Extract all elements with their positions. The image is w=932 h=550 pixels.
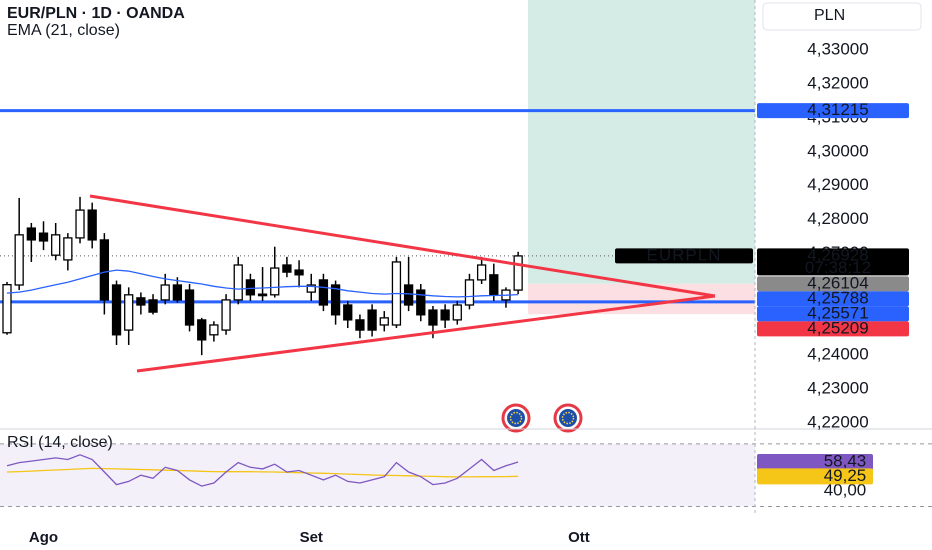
y-tick-label: 4,32000 [807,74,868,93]
rsi-ma-line [6,467,519,478]
candle-body [245,279,256,296]
candle-body [184,289,195,326]
candle-body [367,309,377,331]
candle-body [330,284,341,316]
candle-body [476,264,487,281]
candle-body [2,284,12,334]
candle-body [513,255,523,291]
rsi-line [6,454,519,487]
candle-body [26,227,36,241]
candle-body [403,284,414,306]
candle-body [464,279,475,306]
candle-body [318,279,329,306]
y-tick-label: 4,28000 [807,209,868,228]
position-profit-zone [528,0,755,284]
chart-title: EUR/PLN · 1D · OANDA [7,5,185,22]
event-icon-stars [509,411,523,425]
x-tick-label: Ott [568,529,590,546]
y-tick-label: 4,24000 [807,345,868,364]
candle-body [428,309,438,326]
candle-body [294,269,304,276]
candle-body [38,232,49,242]
rsi-value-label: 58,43 [824,451,867,470]
candle-body [233,264,243,301]
price-badge-label: 4,25209 [807,318,868,337]
price-badge-label: 4,31215 [807,100,868,119]
candle-body [355,319,365,331]
position-layer [528,0,755,315]
symbol-label: EURPLN [647,245,722,264]
candle-body [172,284,183,301]
candle-body [440,309,450,321]
candle-body [14,234,24,286]
price-badge-label: 4,25571 [807,303,868,322]
triangle-lower-line [136,294,716,373]
candle-body [416,289,426,316]
candle-body [124,294,134,331]
marks-layer [0,109,932,507]
price-badge-label: 4,26928 [807,245,868,264]
price-badge [757,248,909,276]
triangle-upper-line [89,194,716,298]
y-tick-label: 4,33000 [807,40,868,59]
countdown-label: 07:38:12 [805,258,871,277]
candle-body [306,284,316,293]
candle-body [197,319,207,341]
candle-body [452,304,462,321]
rsi-legend: RSI (14, close) [7,434,113,451]
candle-body [257,293,268,297]
candle-body [270,267,280,296]
rsi-value-badge [757,453,873,470]
symbol-badge [615,248,753,264]
candle-body [75,209,85,239]
y-tick-label: 4,22000 [807,412,868,431]
currency-label[interactable]: PLN [814,7,845,24]
price-badge [757,306,909,322]
price-badge [757,321,909,337]
candle-body [99,239,110,301]
candle-body [221,299,231,331]
event-icon-flag [559,409,577,427]
currency-box[interactable] [762,2,922,31]
position-loss-zone [528,283,755,315]
ema-legend: EMA (21, close) [7,22,120,39]
event-icon-stars [561,411,575,425]
event-icon-flag [507,409,525,427]
x-tick-label: Set [300,529,323,546]
rsi-tick-label: 40,00 [824,480,867,499]
event-icon [553,403,583,433]
candle-body [51,234,61,256]
candle-body [489,274,499,296]
rsi-value-badge [757,468,873,485]
ema-line [6,269,519,298]
candle-body [63,237,73,261]
y-tick-label: 4,23000 [807,379,868,398]
y-tick-label: 4,29000 [807,175,868,194]
y-tick-label: 4,30000 [807,141,868,160]
candle-body [209,324,219,336]
candle-body [160,284,170,301]
candle-body [282,264,292,273]
price-badge [757,276,909,292]
price-badge [757,291,909,307]
candle-body [111,284,122,336]
x-tick-label: Ago [29,529,58,546]
candle-body [343,304,353,321]
event-icon [501,403,531,433]
candle-body [148,299,158,313]
rsi-value-label: 49,25 [824,466,867,485]
candle-body [136,297,146,306]
price-badge [757,103,909,119]
candle-body [379,317,389,326]
price-badge-label: 4,26104 [807,273,868,292]
price-badge-label: 4,25788 [807,288,868,307]
candle-body [87,209,97,241]
